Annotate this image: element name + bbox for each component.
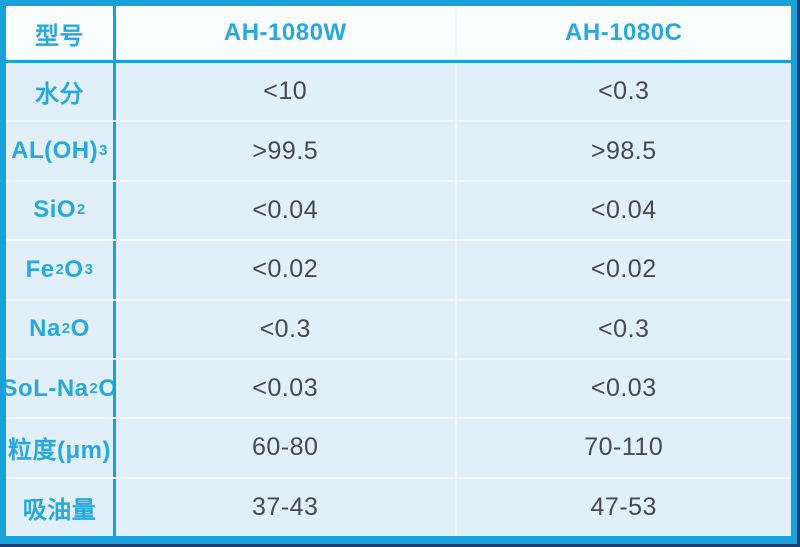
row-label-cell: Na 2 O: [6, 300, 116, 358]
value-cell-ah-1080c: 47-53: [590, 492, 657, 521]
row-label-cell: Fe 2 O 3: [6, 241, 116, 299]
table-row: Fe 2 O 3 <0.02 <0.02: [6, 241, 791, 301]
value-cell-ah-1080w: <0.02: [116, 241, 457, 299]
value-cell-ah-1080c: >98.5: [590, 136, 657, 165]
table-row: 吸油量 37-43 47-53: [6, 478, 791, 536]
table-row: SiO 2 <0.04 <0.04: [6, 181, 791, 242]
table-row: 水分 <10 <0.3: [6, 63, 791, 123]
row-label-cell: 粒度(μm): [6, 419, 116, 477]
value-cell-ah-1080w: 60-80: [116, 419, 457, 477]
model-header-cell: 型号: [6, 6, 116, 60]
value-cell-ah-1080w: <0.04: [116, 181, 457, 240]
value-cell-ah-1080c: 70-110: [584, 433, 664, 462]
row-label-cell: SiO 2: [6, 181, 116, 240]
value-cell-ah-1080w: <10: [116, 63, 457, 121]
row-label-cell: AL(OH) 3: [6, 122, 116, 180]
table-row: 粒度(μm) 60-80 70-110: [6, 419, 791, 479]
value-cell-ah-1080c: <0.02: [590, 255, 657, 284]
value-cell-ah-1080c: <0.03: [590, 374, 657, 403]
value-cell-ah-1080w: 37-43: [116, 478, 457, 536]
value-cell-ah-1080c: <0.3: [598, 77, 650, 106]
row-label-cell: SoL-Na 2 O: [6, 359, 116, 418]
table-row: AL(OH) 3 >99.5 >98.5: [6, 122, 791, 182]
value-cell-ah-1080c: <0.3: [598, 314, 650, 343]
value-cell-ah-1080w: >99.5: [116, 122, 457, 180]
value-cell-ah-1080w: <0.3: [116, 300, 457, 358]
column-header-ah-1080c: AH-1080C: [565, 19, 683, 46]
table-row: SoL-Na 2 O <0.03 <0.03: [6, 359, 791, 420]
column-header-ah-1080w: AH-1080W: [116, 6, 457, 60]
header-row: 型号 AH-1080W AH-1080C: [6, 6, 791, 63]
row-label-cell: 吸油量: [6, 478, 116, 536]
table-row: Na 2 O <0.3 <0.3: [6, 300, 791, 360]
value-cell-ah-1080c: <0.04: [590, 195, 657, 224]
table-body: 水分 <10 <0.3 AL(OH) 3 >99.5 >98.5 SiO 2 <0.04 <0.04…: [6, 63, 791, 536]
value-cell-ah-1080w: <0.03: [116, 359, 457, 418]
row-label-cell: 水分: [6, 63, 116, 121]
